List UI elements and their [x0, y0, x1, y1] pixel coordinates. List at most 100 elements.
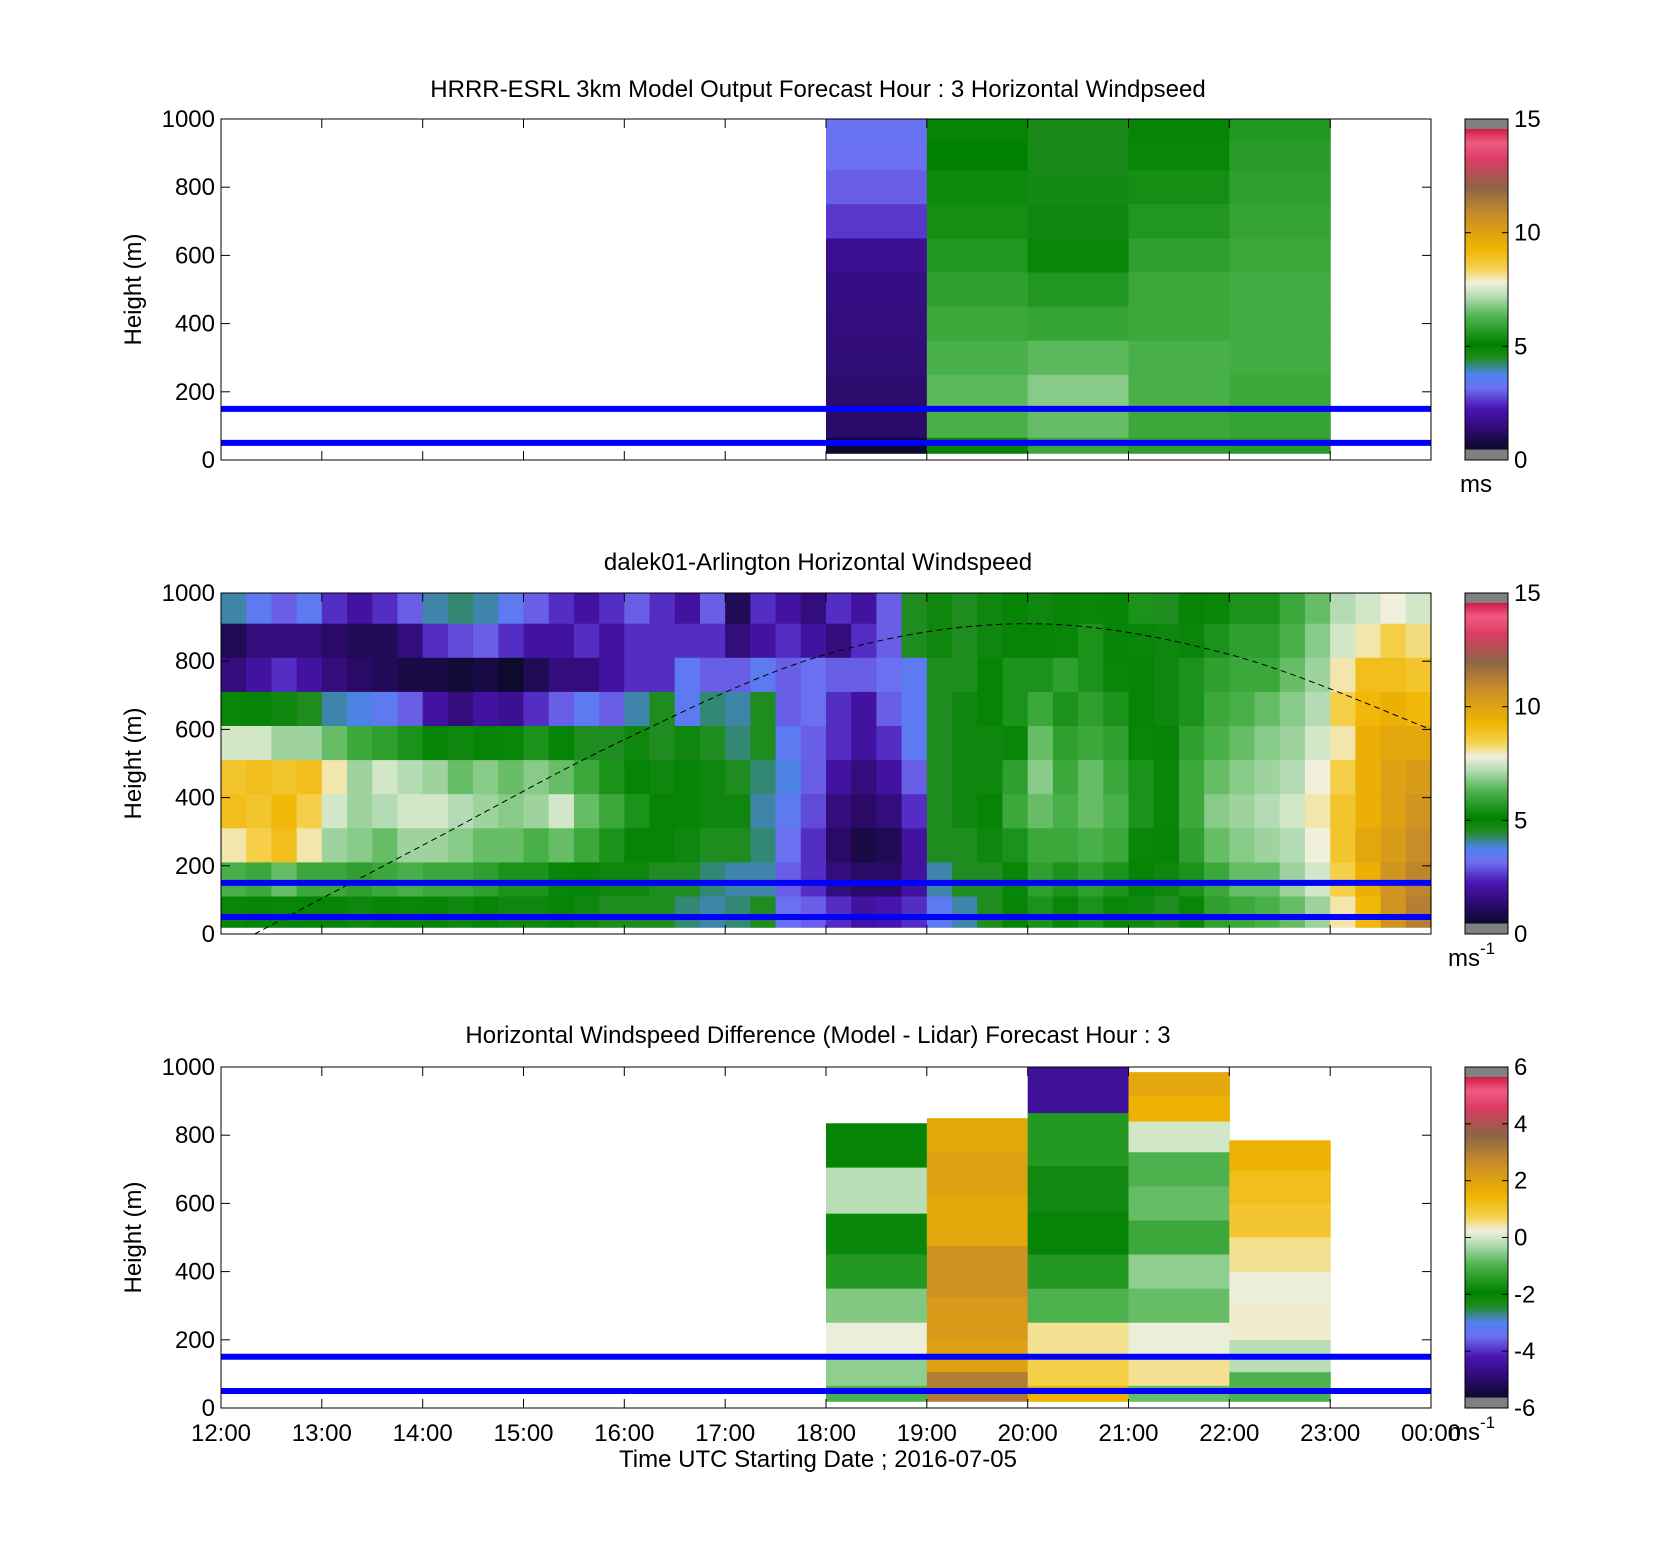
heatmap-cell — [1178, 623, 1205, 659]
heatmap-cell — [1103, 691, 1130, 727]
x-ticks — [220, 119, 1432, 460]
heatmap-cell — [901, 623, 928, 659]
heatmap-cell — [1128, 828, 1155, 863]
heatmap-cell — [1128, 238, 1230, 274]
heatmap-cell — [826, 170, 928, 205]
heatmap-cell — [1128, 862, 1155, 898]
heatmap-cell — [876, 828, 903, 863]
heatmap-cell — [1128, 1254, 1230, 1290]
unit-base: ms — [1448, 945, 1480, 972]
y-tick-label: 0 — [202, 447, 215, 474]
heatmap-cell — [826, 593, 852, 625]
heatmap-cell — [876, 691, 903, 727]
y-axis-label: Height (m) — [120, 707, 147, 819]
heatmap-cell — [1355, 794, 1382, 829]
heatmap-cell — [447, 657, 474, 693]
heatmap-cell — [624, 593, 651, 625]
heatmap-cell — [422, 725, 449, 761]
heatmap-cell — [548, 593, 575, 625]
heatmap-cell — [649, 828, 676, 863]
heatmap-cell — [296, 896, 323, 928]
heatmap-cell — [1178, 862, 1205, 898]
heatmap-cell — [1153, 657, 1180, 693]
heatmap-cell — [674, 691, 701, 727]
heatmap-cell — [1103, 828, 1130, 863]
heatmap-cell — [1052, 691, 1079, 727]
heatmap-cell — [826, 238, 928, 274]
y-tick-label: 600 — [175, 1190, 215, 1217]
y-tick-label: 800 — [175, 648, 215, 675]
heatmap-cell — [498, 623, 525, 659]
heatmap-cell — [775, 896, 802, 928]
heatmap-cell — [1279, 896, 1306, 928]
heatmap-cell — [674, 623, 701, 659]
heatmap-cell — [826, 306, 928, 342]
heatmap-cell — [447, 862, 474, 898]
heatmap-cell — [246, 896, 273, 928]
colorbar-tick-label: 0 — [1514, 1225, 1527, 1252]
heatmap-cell — [1027, 1165, 1130, 1213]
heatmap-cell — [1254, 794, 1281, 829]
heatmap-cell — [1128, 1152, 1230, 1187]
heatmap-cell — [826, 1356, 928, 1387]
heatmap-cell — [221, 623, 247, 659]
heatmap-cell — [1204, 593, 1230, 625]
heatmap-cell — [1078, 794, 1104, 829]
heatmap-cell — [1254, 593, 1281, 625]
heatmap-cell — [473, 828, 499, 863]
heatmap-cell — [624, 794, 651, 829]
heatmap-cell — [1304, 691, 1331, 727]
heatmap-cell — [926, 238, 1029, 274]
heatmap-cell — [750, 657, 777, 693]
heatmap-cell — [674, 862, 701, 898]
heatmap-cell — [1103, 760, 1130, 795]
heatmap-cell — [826, 623, 852, 659]
heatmap-cell — [523, 623, 550, 659]
heatmap-cell — [1128, 139, 1230, 171]
heatmap-cell — [826, 1288, 928, 1324]
heatmap-cell — [422, 862, 449, 898]
heatmap-cell — [321, 828, 348, 863]
heatmap-cell — [599, 828, 625, 863]
heatmap-cell — [422, 896, 449, 928]
panel-title: dalek01-Arlington Horizontal Windspeed — [604, 549, 1032, 576]
heatmap-cell — [1380, 828, 1407, 863]
heatmap-cell — [1229, 691, 1256, 727]
heatmap-cell — [901, 593, 928, 625]
heatmap-cell — [1229, 340, 1331, 376]
heatmap-cell — [473, 862, 499, 898]
heatmap-cell — [473, 896, 499, 928]
heatmap-cell — [1128, 657, 1155, 693]
heatmap-cell — [246, 623, 273, 659]
heatmap-cell — [826, 794, 852, 829]
heatmap-cell — [1027, 340, 1130, 376]
heatmap-cell — [952, 657, 978, 693]
heatmap-cell — [1355, 593, 1382, 625]
heatmap-cell — [1002, 760, 1029, 795]
heatmap-cell — [624, 760, 651, 795]
heatmap-cell — [1052, 896, 1079, 928]
heatmap-cell — [952, 862, 978, 898]
heatmap-cell — [851, 725, 878, 761]
heatmap-cell — [1380, 593, 1407, 625]
heatmap-cell — [624, 657, 651, 693]
heatmap-cell — [926, 691, 953, 727]
x-tick-label: 21:00 — [1098, 1420, 1158, 1447]
heatmap-cell — [977, 896, 1004, 928]
heatmap-cell — [1078, 691, 1104, 727]
heatmap-cell — [1405, 623, 1432, 659]
heatmap-cell — [775, 623, 802, 659]
heatmap-cell — [826, 725, 852, 761]
heatmap-cell — [372, 794, 399, 829]
heatmap-cell — [523, 862, 550, 898]
heatmap-cell — [1027, 657, 1054, 693]
heatmap-cell — [523, 691, 550, 727]
y-tick-label: 800 — [175, 1122, 215, 1149]
heatmap-cell — [1027, 1113, 1130, 1167]
heatmap-cell — [1128, 1288, 1230, 1324]
heatmap-cell — [1027, 119, 1130, 141]
heatmap-cell — [1229, 1305, 1331, 1341]
unit-base: ms — [1460, 471, 1492, 498]
heatmap-cell — [952, 794, 978, 829]
y-tick-label: 600 — [175, 242, 215, 269]
